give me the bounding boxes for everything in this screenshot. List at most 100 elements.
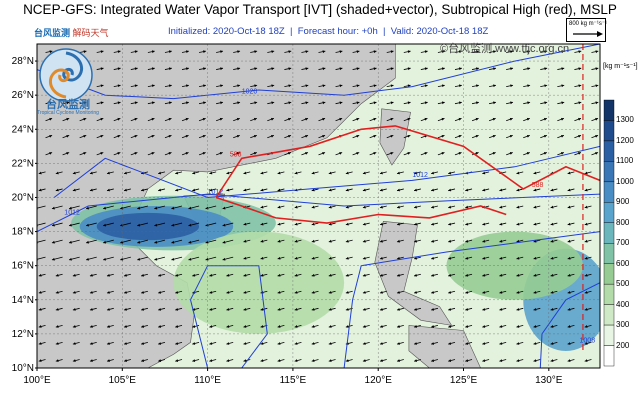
colorbar-cell [603, 222, 615, 244]
vector-arrow-head [51, 223, 55, 227]
vector-arrow-head [134, 151, 138, 155]
vector-arrow-head [379, 342, 383, 345]
vector-arrow-head [311, 188, 315, 192]
vector-arrow-head [186, 101, 189, 105]
vector-arrow-head [448, 342, 452, 345]
vector-arrow-head [86, 223, 89, 227]
vector-arrow-head [277, 308, 281, 311]
vector-arrow-head [544, 50, 548, 54]
vector-arrow-head [407, 50, 411, 54]
vector-arrow-head [66, 151, 70, 155]
forecast-hour: Forecast hour: +0h [297, 26, 378, 37]
vector-arrow-head [448, 205, 452, 209]
vector-arrow-head [226, 308, 230, 311]
vector-arrow-head [294, 205, 298, 209]
vector-arrow-head [414, 273, 417, 277]
vector-arrow-head [134, 101, 138, 105]
vector-arrow-head [236, 117, 240, 121]
vector-arrow-head [458, 101, 462, 105]
vector-arrow-head [55, 290, 59, 294]
vector-arrow-head [192, 188, 196, 192]
vector-arrow-head [414, 239, 417, 243]
vector-arrow-head [510, 67, 514, 71]
vector-arrow-head [89, 342, 93, 345]
vector-arrow-head [49, 117, 53, 121]
vector-arrow-head [509, 134, 513, 138]
vector-arrow-head [117, 50, 121, 54]
vector-arrow-head [83, 101, 87, 105]
vector-arrow-head [226, 290, 230, 294]
vector-arrow-head [103, 257, 107, 261]
vector-arrow-head [356, 117, 360, 121]
vector-arrow-head [499, 290, 503, 294]
colorbar-tick-label: 900 [616, 197, 630, 207]
vector-arrow-head [499, 359, 503, 362]
vector-arrow-head [117, 84, 121, 88]
lat-label: 24°N [12, 124, 34, 135]
vector-arrow-head [379, 222, 383, 226]
colorbar-cell [603, 120, 615, 142]
vector-arrow-head [154, 223, 158, 227]
valid-time: Valid: 2020-Oct-18 18Z [390, 26, 489, 37]
vector-arrow-head [106, 308, 110, 311]
vector-arrow-head [277, 273, 281, 277]
vector-arrow-head [124, 342, 127, 345]
vector-arrow-head [219, 151, 223, 155]
colorbar-tick-label: 600 [616, 258, 630, 268]
vector-arrow-head [465, 342, 469, 345]
vector-arrow-head [407, 117, 411, 121]
vector-arrow-head [458, 67, 462, 71]
vector-arrow-head [158, 308, 162, 311]
vector-arrow-head [311, 256, 315, 260]
vector-arrow-head [397, 325, 400, 328]
lon-label: 115°E [280, 375, 307, 386]
vector-arrow-head [533, 273, 537, 277]
vector-arrow-head [55, 308, 59, 311]
colorbar-tick-label: 200 [616, 340, 630, 350]
vector-arrow-head [260, 239, 264, 243]
vector-arrow-head [414, 256, 417, 260]
vector-arrow-head [431, 239, 435, 243]
mslp-contour-5 [539, 282, 600, 368]
vector-arrow-head [134, 50, 138, 54]
vector-arrow-head [192, 171, 196, 175]
vector-arrow-head [533, 256, 537, 260]
vector-arrow-head [86, 240, 89, 244]
vector-arrow-head [584, 308, 588, 311]
vector-arrow-head [493, 50, 496, 54]
vector-arrow-head [448, 188, 452, 192]
vector-arrow-head [311, 171, 315, 175]
chart-title: NCEP-GFS: Integrated Water Vapor Transpo… [23, 2, 617, 17]
vector-arrow-head [38, 359, 42, 362]
vector-arrow-head [510, 101, 514, 105]
vector-arrow-head [158, 290, 162, 294]
colorbar-tick-label: 500 [616, 279, 630, 289]
vector-arrow-head [499, 222, 503, 226]
colorbar-cell [603, 345, 615, 367]
vector-arrow-head [151, 84, 155, 88]
vector-arrow-head [533, 359, 537, 362]
vector-arrow-head [328, 308, 332, 311]
subtropical-high-1 [215, 196, 507, 224]
vector-arrow-head [86, 257, 89, 261]
vector-arrow-head [328, 205, 332, 209]
vector-arrow [37, 205, 46, 209]
vector-arrow-head [158, 273, 162, 277]
vector-arrow-head [431, 222, 435, 226]
vector-arrow-head [188, 206, 192, 210]
vector-arrow-head [448, 256, 452, 260]
vector-arrow-head [550, 239, 554, 243]
vector-arrow-head [288, 67, 292, 71]
vector-arrow-head [192, 359, 196, 362]
vector-arrow-head [345, 359, 349, 362]
vector-arrow-head [516, 256, 520, 260]
vector-arrow-head [527, 84, 531, 88]
vector-arrow-head [175, 188, 179, 192]
vector-arrow-head [373, 84, 377, 88]
colorbar-cell [603, 304, 615, 326]
vector-arrow-head [414, 205, 417, 209]
vector-arrow-head [175, 359, 179, 362]
vector-arrow-head [482, 308, 486, 311]
vector-arrow-head [492, 151, 496, 155]
vector-arrow-head [414, 359, 417, 362]
